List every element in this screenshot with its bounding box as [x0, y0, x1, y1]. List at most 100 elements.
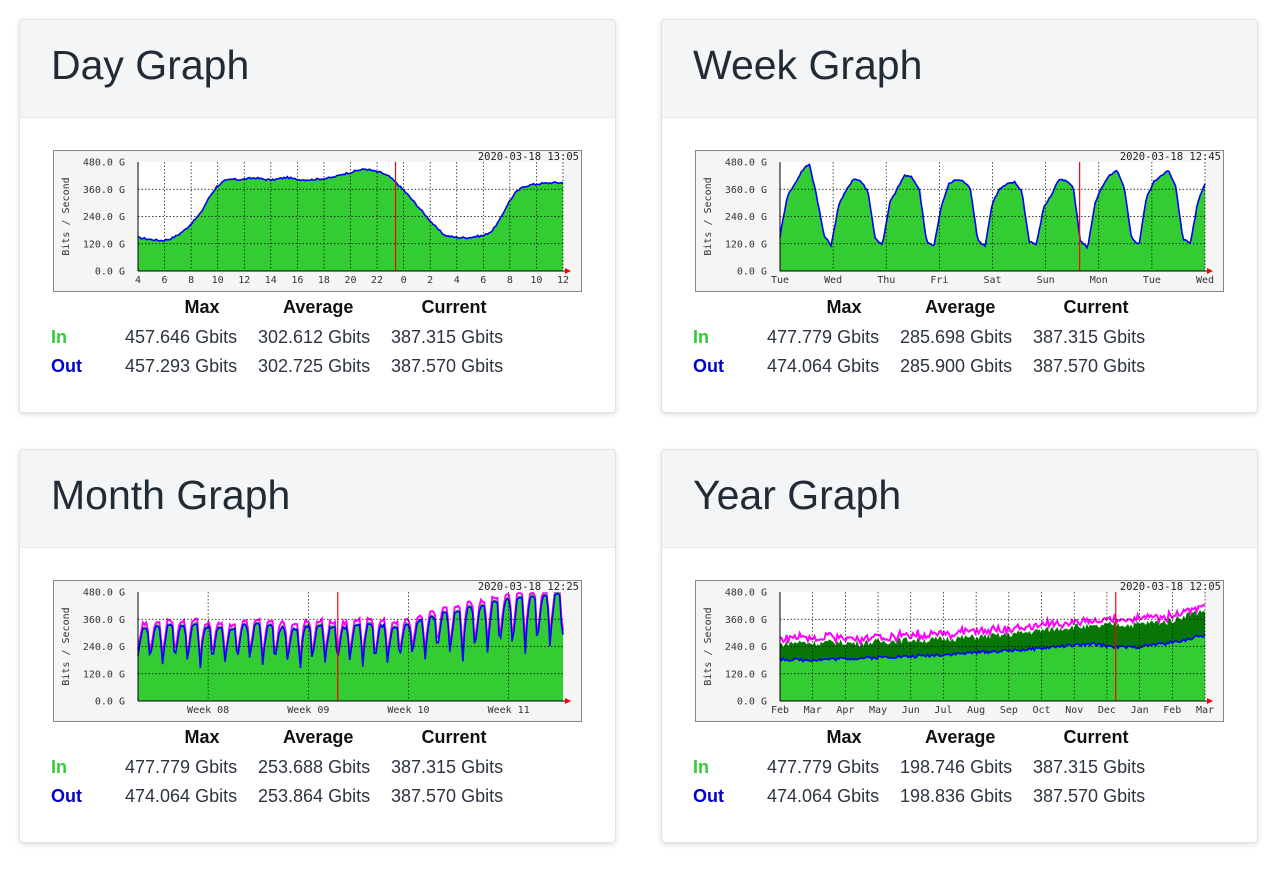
- x-tick-label: Week 09: [287, 705, 329, 716]
- stats-table: Max Average Current In Out 477.779 Gbits 198.7…: [662, 722, 1257, 842]
- chart-timestamp: 2020-03-18 12:45: [1120, 151, 1221, 163]
- x-tick-label: Sun: [1037, 275, 1055, 286]
- card-title: Week Graph: [693, 42, 923, 88]
- in-value: 387.315 Gbits: [391, 757, 504, 777]
- card-header: [662, 20, 1257, 118]
- out-label: Out: [51, 786, 82, 806]
- card-title: Day Graph: [51, 42, 250, 88]
- day-graph-card: Day Graph 0.0 G 120.0 G 240.0 G 360.0 G 480.…: [19, 19, 616, 413]
- y-tick-label: 480.0 G: [83, 588, 125, 599]
- y-tick-label: 120.0 G: [83, 669, 125, 680]
- out-label: Out: [693, 786, 724, 806]
- x-tick-label: 0: [401, 275, 407, 286]
- axis-arrow-icon: [1207, 268, 1213, 274]
- y-tick-label: 120.0 G: [725, 239, 767, 250]
- in-area: [780, 164, 1205, 271]
- column-header: Current: [421, 727, 487, 747]
- y-tick-label: 480.0 G: [83, 158, 125, 169]
- column-header: Average: [925, 297, 996, 317]
- x-tick-label: Nov: [1065, 705, 1083, 716]
- year-traffic-chart: 0.0 G 120.0 G 240.0 G 360.0 G 480.0 G Feb Mar A…: [695, 580, 1224, 722]
- column-header: Max: [826, 727, 862, 747]
- x-tick-label: Feb: [1163, 705, 1181, 716]
- x-tick-label: Week 08: [187, 705, 229, 716]
- out-value: 387.570 Gbits: [1033, 356, 1146, 376]
- y-tick-label: 120.0 G: [725, 669, 767, 680]
- in-label: In: [693, 327, 709, 347]
- x-tick-label: Apr: [836, 705, 854, 716]
- x-tick-label: Wed: [1196, 275, 1214, 286]
- y-axis-label: Bits / Second: [703, 177, 714, 255]
- out-value: 387.570 Gbits: [391, 786, 504, 806]
- out-value: 253.864 Gbits: [258, 786, 371, 806]
- chart-timestamp: 2020-03-18 12:25: [478, 581, 579, 593]
- chart-timestamp: 2020-03-18 12:05: [1120, 581, 1221, 593]
- column-header: Average: [283, 297, 354, 317]
- x-tick-label: Jul: [934, 705, 952, 716]
- max-in-band: [780, 610, 1205, 662]
- month-traffic-chart: 0.0 G 120.0 G 240.0 G 360.0 G 480.0 G Week 08…: [53, 580, 582, 722]
- x-tick-label: Dec: [1098, 705, 1116, 716]
- x-tick-label: Fri: [930, 275, 948, 286]
- month-graph-card: Month Graph 0.0 G 120.0 G 240.0 G 360.0 G 48…: [19, 449, 616, 843]
- out-value: 302.725 Gbits: [258, 356, 371, 376]
- x-tick-label: 12: [238, 275, 250, 286]
- out-label: Out: [51, 356, 82, 376]
- x-tick-label: 6: [480, 275, 486, 286]
- y-tick-label: 0.0 G: [737, 267, 767, 278]
- out-value: 198.836 Gbits: [900, 786, 1013, 806]
- y-tick-label: 0.0 G: [737, 697, 767, 708]
- x-tick-label: Mar: [804, 705, 822, 716]
- out-value: 285.900 Gbits: [900, 356, 1013, 376]
- out-value: 474.064 Gbits: [767, 786, 880, 806]
- x-tick-label: Tue: [771, 275, 789, 286]
- y-tick-label: 240.0 G: [83, 642, 125, 653]
- x-tick-label: 22: [371, 275, 383, 286]
- column-header: Current: [421, 297, 487, 317]
- column-header: Average: [925, 727, 996, 747]
- column-header: Max: [184, 727, 220, 747]
- out-value: 474.064 Gbits: [767, 356, 880, 376]
- y-tick-label: 240.0 G: [83, 212, 125, 223]
- card-title: Month Graph: [51, 472, 291, 518]
- y-axis-label: Bits / Second: [703, 607, 714, 685]
- y-tick-label: 120.0 G: [83, 239, 125, 250]
- in-value: 387.315 Gbits: [391, 327, 504, 347]
- card-header: [20, 450, 615, 548]
- y-tick-label: 0.0 G: [95, 697, 125, 708]
- stats-table: Max Average Current In Out 477.779 Gbits 253.6…: [20, 722, 615, 842]
- out-line: [137, 592, 564, 669]
- x-tick-label: Jan: [1131, 705, 1149, 716]
- x-tick-label: 18: [318, 275, 330, 286]
- y-axis-label: Bits / Second: [61, 177, 72, 255]
- column-header: Max: [184, 297, 220, 317]
- out-label: Out: [693, 356, 724, 376]
- in-value: 387.315 Gbits: [1033, 757, 1146, 777]
- out-value: 457.293 Gbits: [125, 356, 238, 376]
- column-header: Current: [1063, 297, 1129, 317]
- x-tick-label: Oct: [1033, 705, 1051, 716]
- year-graph-card: Year Graph 0.0 G 120.0 G 240.0 G 360.0 G 480…: [661, 449, 1258, 843]
- y-tick-label: 360.0 G: [725, 185, 767, 196]
- x-tick-label: Mon: [1090, 275, 1108, 286]
- x-tick-label: 4: [454, 275, 460, 286]
- x-tick-label: Feb: [771, 705, 789, 716]
- y-tick-label: 360.0 G: [725, 615, 767, 626]
- x-tick-label: Thu: [877, 275, 895, 286]
- x-tick-label: 4: [135, 275, 141, 286]
- x-tick-label: 8: [507, 275, 513, 286]
- in-label: In: [693, 757, 709, 777]
- y-tick-label: 480.0 G: [725, 158, 767, 169]
- in-label: In: [51, 327, 67, 347]
- column-header: Max: [826, 297, 862, 317]
- stats-table: Max Average Current In Out 457.646 Gbits 302.6…: [20, 292, 615, 412]
- in-value: 387.315 Gbits: [1033, 327, 1146, 347]
- x-tick-label: Week 11: [488, 705, 530, 716]
- out-value: 474.064 Gbits: [125, 786, 238, 806]
- x-tick-label: 14: [265, 275, 277, 286]
- day-traffic-chart: 0.0 G 120.0 G 240.0 G 360.0 G 480.0 G 4 6 8 10 12…: [53, 150, 582, 292]
- card-title: Year Graph: [693, 472, 902, 518]
- in-value: 477.779 Gbits: [125, 757, 238, 777]
- x-tick-label: Sat: [983, 275, 1001, 286]
- in-value: 477.779 Gbits: [767, 757, 880, 777]
